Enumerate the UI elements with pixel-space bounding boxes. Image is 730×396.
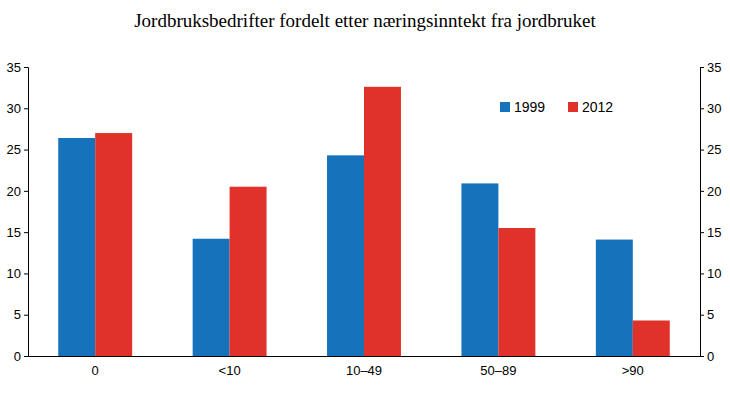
bar (230, 187, 267, 356)
tick-label: 10 (707, 266, 721, 281)
tick: 0 (14, 349, 28, 364)
tick-label: 5 (14, 307, 21, 322)
chart: Jordbruksbedrifter fordelt etter nærings… (0, 0, 730, 396)
tick: 35 (7, 60, 28, 75)
tick-mark (24, 191, 28, 192)
tick-label: 35 (7, 60, 21, 75)
tick-label: 15 (7, 225, 21, 240)
tick-mark (700, 273, 704, 274)
bars (58, 87, 670, 356)
tick-mark (700, 315, 704, 316)
tick-mark (700, 67, 704, 68)
y2-axis: 0 5 10 15 20 25 30 35 (700, 60, 721, 364)
bar (364, 87, 401, 356)
tick-mark (700, 150, 704, 151)
tick-label: 50–89 (480, 363, 516, 378)
tick-mark (700, 232, 704, 233)
plot: 0 5 10 15 20 25 30 35 0 5 10 15 20 25 30 35 0 <10 10–49 50–… (7, 60, 722, 379)
tick: 25 (700, 142, 721, 157)
tick: 25 (7, 142, 28, 157)
tick-mark (700, 356, 704, 357)
axis-line (29, 356, 701, 357)
tick: 20 (700, 184, 721, 199)
legend-item: 2012 (568, 99, 613, 115)
bar (95, 133, 132, 356)
tick-label: 0 (707, 349, 714, 364)
tick: >90 (622, 363, 644, 378)
bar (461, 183, 498, 356)
bar (58, 138, 95, 356)
tick: 10–49 (346, 363, 382, 378)
title: Jordbruksbedrifter fordelt etter nærings… (134, 10, 596, 31)
tick-mark (24, 356, 28, 357)
tick: 5 (14, 307, 28, 322)
axis-line (24, 68, 29, 357)
bar (498, 228, 535, 356)
tick-mark (700, 191, 704, 192)
tick: 50–89 (480, 363, 516, 378)
tick: 0 (92, 363, 99, 378)
legend-label: 2012 (582, 99, 613, 115)
tick: 0 (700, 349, 714, 364)
tick-label: 15 (707, 225, 721, 240)
bar (193, 239, 230, 356)
tick-label: 5 (707, 307, 714, 322)
tick-mark (24, 150, 28, 151)
tick-mark (24, 315, 28, 316)
tick-label: 0 (92, 363, 99, 378)
tick: 5 (700, 307, 714, 322)
tick: 30 (700, 101, 721, 116)
tick-mark (700, 108, 704, 109)
tick-label: 20 (7, 184, 21, 199)
tick-label: 10 (7, 266, 21, 281)
tick: 30 (7, 101, 28, 116)
y-axis: 0 5 10 15 20 25 30 35 (7, 60, 29, 364)
tick: 10 (7, 266, 28, 281)
tick-label: 25 (707, 142, 721, 157)
legend-item: 1999 (500, 99, 545, 115)
bar (596, 240, 633, 356)
legend-swatch (500, 102, 510, 112)
tick: 15 (7, 225, 28, 240)
tick-mark (24, 67, 28, 68)
x-axis: 0 <10 10–49 50–89 >90 (29, 357, 701, 379)
axis-line (701, 68, 705, 357)
tick: 10 (700, 266, 721, 281)
tick-mark (24, 232, 28, 233)
tick-label: 30 (707, 101, 721, 116)
tick-label: 25 (7, 142, 21, 157)
bar (327, 155, 364, 356)
legend-swatch (568, 102, 578, 112)
tick: <10 (219, 363, 241, 378)
bar (633, 320, 670, 356)
tick-label: 10–49 (346, 363, 382, 378)
tick: 20 (7, 184, 28, 199)
legend: 1999 2012 (500, 99, 613, 115)
legend-label: 1999 (514, 99, 545, 115)
tick-label: 20 (707, 184, 721, 199)
tick-label: >90 (622, 363, 644, 378)
tick: 35 (700, 60, 721, 75)
tick-label: 30 (7, 101, 21, 116)
tick: 15 (700, 225, 721, 240)
tick-label: <10 (219, 363, 241, 378)
tick-mark (24, 108, 28, 109)
tick-label: 35 (707, 60, 721, 75)
tick-label: 0 (14, 349, 21, 364)
tick-mark (24, 273, 28, 274)
